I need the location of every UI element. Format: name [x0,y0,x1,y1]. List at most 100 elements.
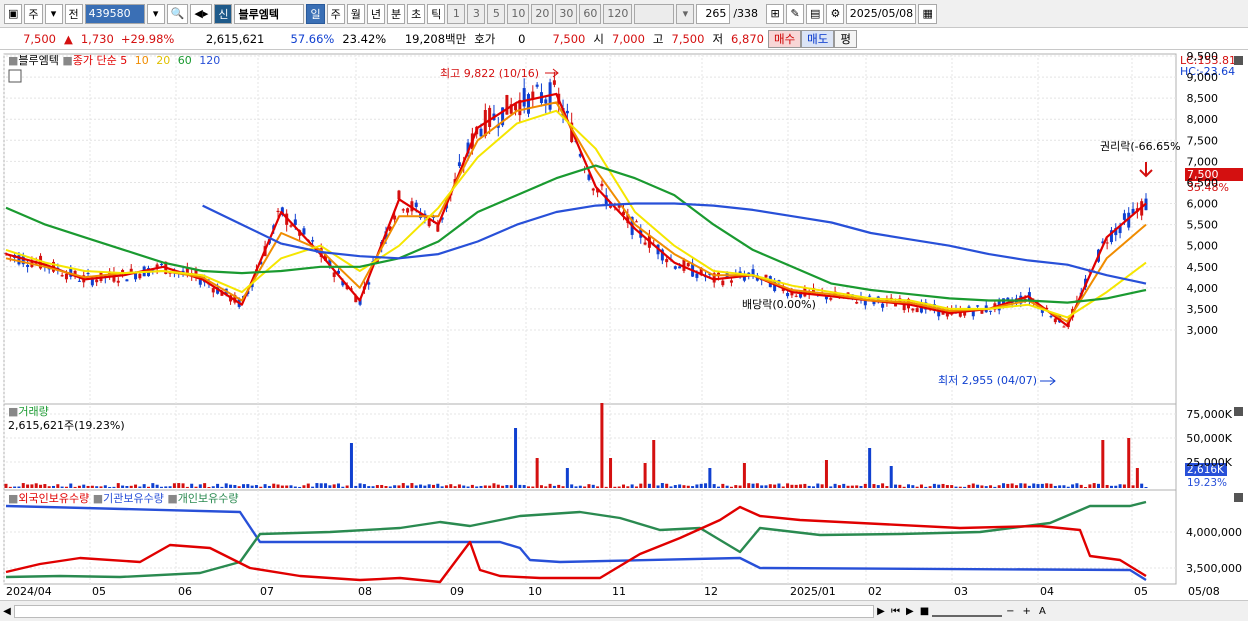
play-icon[interactable]: ▶ [906,605,914,617]
code-dropdown-icon[interactable]: ▾ [146,3,165,24]
volume-bar [427,484,431,488]
volume-bar [958,486,962,488]
volume-bar [794,484,798,488]
stock-code-input[interactable]: 439580 [84,3,145,24]
volume-bar [1066,486,1070,488]
calendar-icon[interactable]: ▦ [918,3,937,24]
volume-bar [302,485,306,488]
volume-bar [134,484,138,488]
save-icon[interactable]: ▤ [806,3,825,24]
volume-bar [639,483,643,488]
period-day[interactable]: 일 [306,3,325,24]
minute-30[interactable]: 30 [555,3,578,24]
buy-button[interactable]: 매수 [767,29,802,48]
candle-body [280,207,284,215]
minute-120[interactable]: 120 [603,3,633,24]
date-input[interactable]: 2025/05/08 [846,3,917,24]
zoom-out-icon[interactable]: − [1006,605,1015,617]
volume-bar [773,484,777,488]
sound-icon[interactable]: ◀▸ [190,3,213,24]
volume-tick: 50,000K [1186,432,1232,445]
volume-bar [712,484,716,488]
volume-bar [237,486,241,488]
candle-body [587,174,591,180]
stock-name[interactable]: 블루엠텍 [234,3,305,24]
volume-bar [52,485,55,488]
settings-icon[interactable]: ⚙ [826,3,845,24]
volume-bar [686,485,690,488]
volume-bar [833,483,837,488]
candle-body [989,310,993,312]
panel-collapse-icon[interactable] [1234,56,1243,65]
candle-body [742,275,746,281]
minute-60[interactable]: 60 [579,3,602,24]
holdings-collapse-icon[interactable] [1234,493,1243,502]
volume-collapse-icon[interactable] [1234,407,1243,416]
x-axis-label: 05 [1134,585,1148,598]
candle-body [686,262,690,267]
minute-custom-input[interactable] [634,3,675,24]
draw-icon[interactable]: ✎ [786,3,805,24]
minute-5[interactable]: 5 [487,3,506,24]
volume-bar [470,484,474,488]
zoom-slider[interactable] [932,606,1003,617]
volume-bar [600,403,604,488]
minute-3[interactable]: 3 [467,3,486,24]
legend-ma10: 10 [135,54,149,67]
volume-bar [1135,468,1139,488]
scroll-left-icon[interactable]: ◀ [3,605,11,617]
candle-body [1105,242,1109,244]
volume-bar [1084,486,1088,488]
scroll-track[interactable] [14,604,874,618]
table-icon[interactable] [8,69,22,83]
rewind-icon[interactable]: ⏮ [891,605,900,617]
volume-bar [453,486,457,488]
volume-bar [216,483,220,488]
minute-dropdown-icon[interactable]: ▾ [676,3,695,24]
auto-scale-icon[interactable]: A [1038,605,1046,617]
volume-bar [1006,483,1010,488]
minute-20[interactable]: 20 [531,3,554,24]
dropdown-arrow-icon[interactable]: ▾ [44,3,63,24]
layout-icon[interactable]: ▣ [4,3,23,24]
volume-bar [380,484,384,488]
market-select[interactable]: 주 [24,3,43,24]
period-week[interactable]: 주 [326,3,345,24]
grid-icon[interactable]: ⊞ [766,3,785,24]
volume-bar [950,485,954,488]
period-tick[interactable]: 틱 [427,3,446,24]
volume-bar [328,485,332,488]
prev-button[interactable]: 전 [64,3,83,24]
volume-bar [673,485,677,488]
volume-bar [306,483,310,488]
stock-chart[interactable]: ■블루엠텍 ■종가 단순 5 10 20 60 120 최고 9,822 (10… [0,50,1248,600]
horizontal-scrollbar[interactable]: ◀ ▶ ⏮ ▶ ■ − + A [0,600,1248,621]
volume-bar [410,483,414,488]
stop-icon[interactable]: ■ [919,605,930,617]
sell-button[interactable]: 매도 [801,29,835,48]
eval-button[interactable]: 평 [834,29,857,48]
low-annotation: 최저 2,955 (04/07) [938,374,1037,387]
count-input[interactable]: 265 [696,3,731,24]
low-price: 6,870 [731,31,764,46]
volume-bar [220,486,224,488]
period-year[interactable]: 년 [366,3,385,24]
zoom-in-icon[interactable]: + [1022,605,1031,617]
ratio-pct: 23.42% [342,31,387,46]
price-tick: 5,500 [1187,219,1219,232]
candle-body [220,291,224,296]
volume-bar [1144,486,1148,488]
period-month[interactable]: 월 [346,3,365,24]
period-second[interactable]: 초 [407,3,426,24]
scroll-right-icon[interactable]: ▶ [877,605,885,617]
minute-1[interactable]: 1 [447,3,466,24]
period-minute[interactable]: 분 [386,3,406,24]
candle-body [915,308,919,313]
volume-bar [432,484,435,488]
search-icon[interactable]: 🔍 [166,3,189,24]
volume-bar [30,484,34,488]
volume-bar [660,483,664,488]
minute-10[interactable]: 10 [507,3,530,24]
price-tick: 9,000 [1187,71,1219,84]
volume-bar [514,428,518,488]
